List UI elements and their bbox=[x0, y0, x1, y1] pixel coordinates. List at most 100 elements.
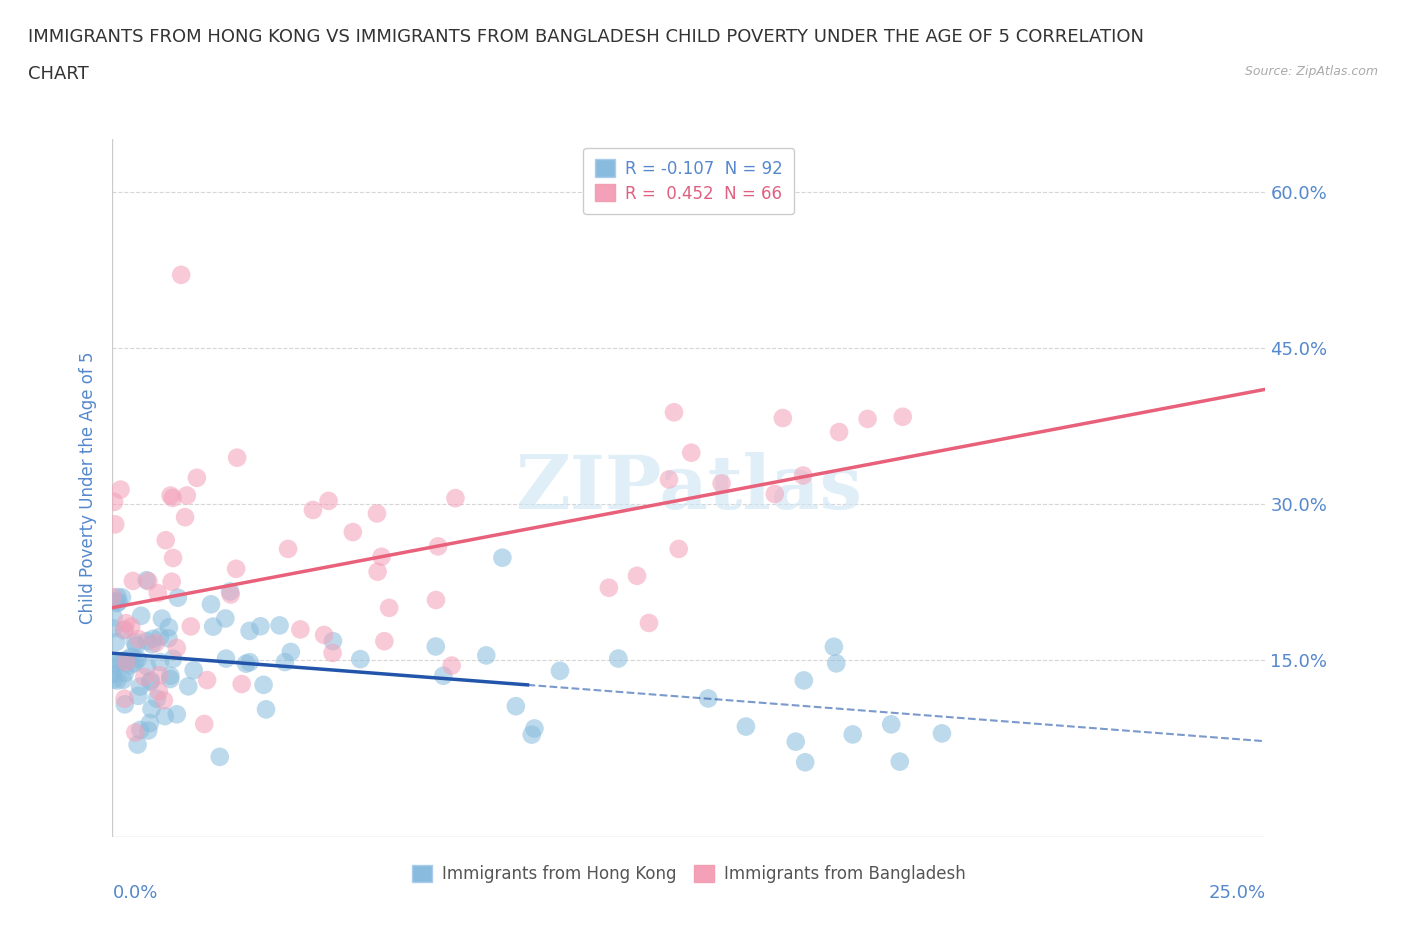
Point bbox=[177, 679, 200, 694]
Point bbox=[141, 701, 163, 716]
Point bbox=[794, 755, 817, 770]
Point bbox=[124, 656, 146, 671]
Point bbox=[697, 691, 720, 706]
Point bbox=[378, 601, 401, 616]
Point bbox=[105, 655, 128, 670]
Point bbox=[103, 610, 125, 625]
Point bbox=[162, 490, 184, 505]
Point bbox=[668, 541, 690, 556]
Point bbox=[231, 677, 253, 692]
Point bbox=[200, 597, 222, 612]
Point bbox=[710, 476, 733, 491]
Point bbox=[107, 590, 129, 604]
Point bbox=[219, 584, 242, 599]
Point bbox=[166, 641, 188, 656]
Point bbox=[136, 658, 159, 673]
Point bbox=[202, 619, 225, 634]
Point bbox=[114, 656, 136, 671]
Point bbox=[114, 697, 136, 711]
Point bbox=[607, 651, 630, 666]
Point bbox=[505, 698, 527, 713]
Point bbox=[823, 639, 845, 654]
Point bbox=[162, 651, 184, 666]
Point bbox=[370, 550, 392, 565]
Point bbox=[193, 716, 215, 731]
Point bbox=[105, 673, 128, 688]
Point bbox=[626, 568, 648, 583]
Point bbox=[112, 623, 135, 638]
Point bbox=[214, 611, 236, 626]
Point bbox=[891, 409, 914, 424]
Point bbox=[103, 495, 125, 510]
Point bbox=[548, 663, 571, 678]
Point bbox=[157, 620, 180, 635]
Point bbox=[115, 616, 138, 631]
Point bbox=[195, 672, 218, 687]
Point bbox=[120, 658, 142, 672]
Point bbox=[425, 639, 447, 654]
Point bbox=[142, 631, 165, 646]
Point bbox=[146, 586, 169, 601]
Point bbox=[146, 691, 169, 706]
Text: 25.0%: 25.0% bbox=[1208, 884, 1265, 902]
Point bbox=[523, 721, 546, 736]
Point bbox=[366, 506, 388, 521]
Point bbox=[127, 652, 149, 667]
Point bbox=[427, 538, 450, 553]
Point bbox=[475, 648, 498, 663]
Point bbox=[105, 596, 128, 611]
Point bbox=[101, 590, 124, 604]
Point bbox=[127, 688, 149, 703]
Point bbox=[157, 631, 180, 645]
Point bbox=[225, 562, 247, 577]
Point bbox=[135, 633, 157, 648]
Point bbox=[149, 655, 172, 670]
Point bbox=[520, 727, 543, 742]
Point bbox=[444, 491, 467, 506]
Point bbox=[166, 591, 188, 605]
Point bbox=[491, 551, 513, 565]
Point bbox=[239, 655, 262, 670]
Point bbox=[856, 411, 879, 426]
Point bbox=[150, 611, 173, 626]
Point bbox=[139, 673, 162, 688]
Point bbox=[274, 655, 297, 670]
Point bbox=[162, 551, 184, 565]
Point bbox=[825, 656, 848, 671]
Point bbox=[135, 573, 157, 588]
Point bbox=[342, 525, 364, 539]
Point bbox=[128, 631, 150, 646]
Point bbox=[104, 594, 127, 609]
Point bbox=[176, 488, 198, 503]
Point bbox=[114, 691, 136, 706]
Point bbox=[149, 630, 172, 644]
Point bbox=[931, 726, 953, 741]
Text: Source: ZipAtlas.com: Source: ZipAtlas.com bbox=[1244, 65, 1378, 78]
Point bbox=[115, 652, 138, 667]
Point bbox=[125, 638, 148, 653]
Point bbox=[139, 715, 162, 730]
Point bbox=[110, 482, 132, 497]
Point bbox=[114, 666, 136, 681]
Point bbox=[159, 488, 181, 503]
Point bbox=[219, 587, 242, 602]
Point bbox=[124, 725, 146, 740]
Point bbox=[658, 472, 681, 487]
Point bbox=[129, 679, 152, 694]
Point bbox=[239, 623, 262, 638]
Point bbox=[880, 717, 903, 732]
Point bbox=[155, 533, 177, 548]
Point bbox=[252, 677, 274, 692]
Point bbox=[349, 652, 371, 667]
Point bbox=[101, 667, 124, 682]
Point bbox=[598, 580, 620, 595]
Point bbox=[122, 574, 145, 589]
Point bbox=[226, 450, 249, 465]
Point bbox=[121, 649, 143, 664]
Point bbox=[186, 471, 208, 485]
Point bbox=[139, 674, 162, 689]
Point bbox=[322, 645, 344, 660]
Point bbox=[793, 673, 815, 688]
Point bbox=[280, 644, 302, 659]
Point bbox=[373, 633, 395, 648]
